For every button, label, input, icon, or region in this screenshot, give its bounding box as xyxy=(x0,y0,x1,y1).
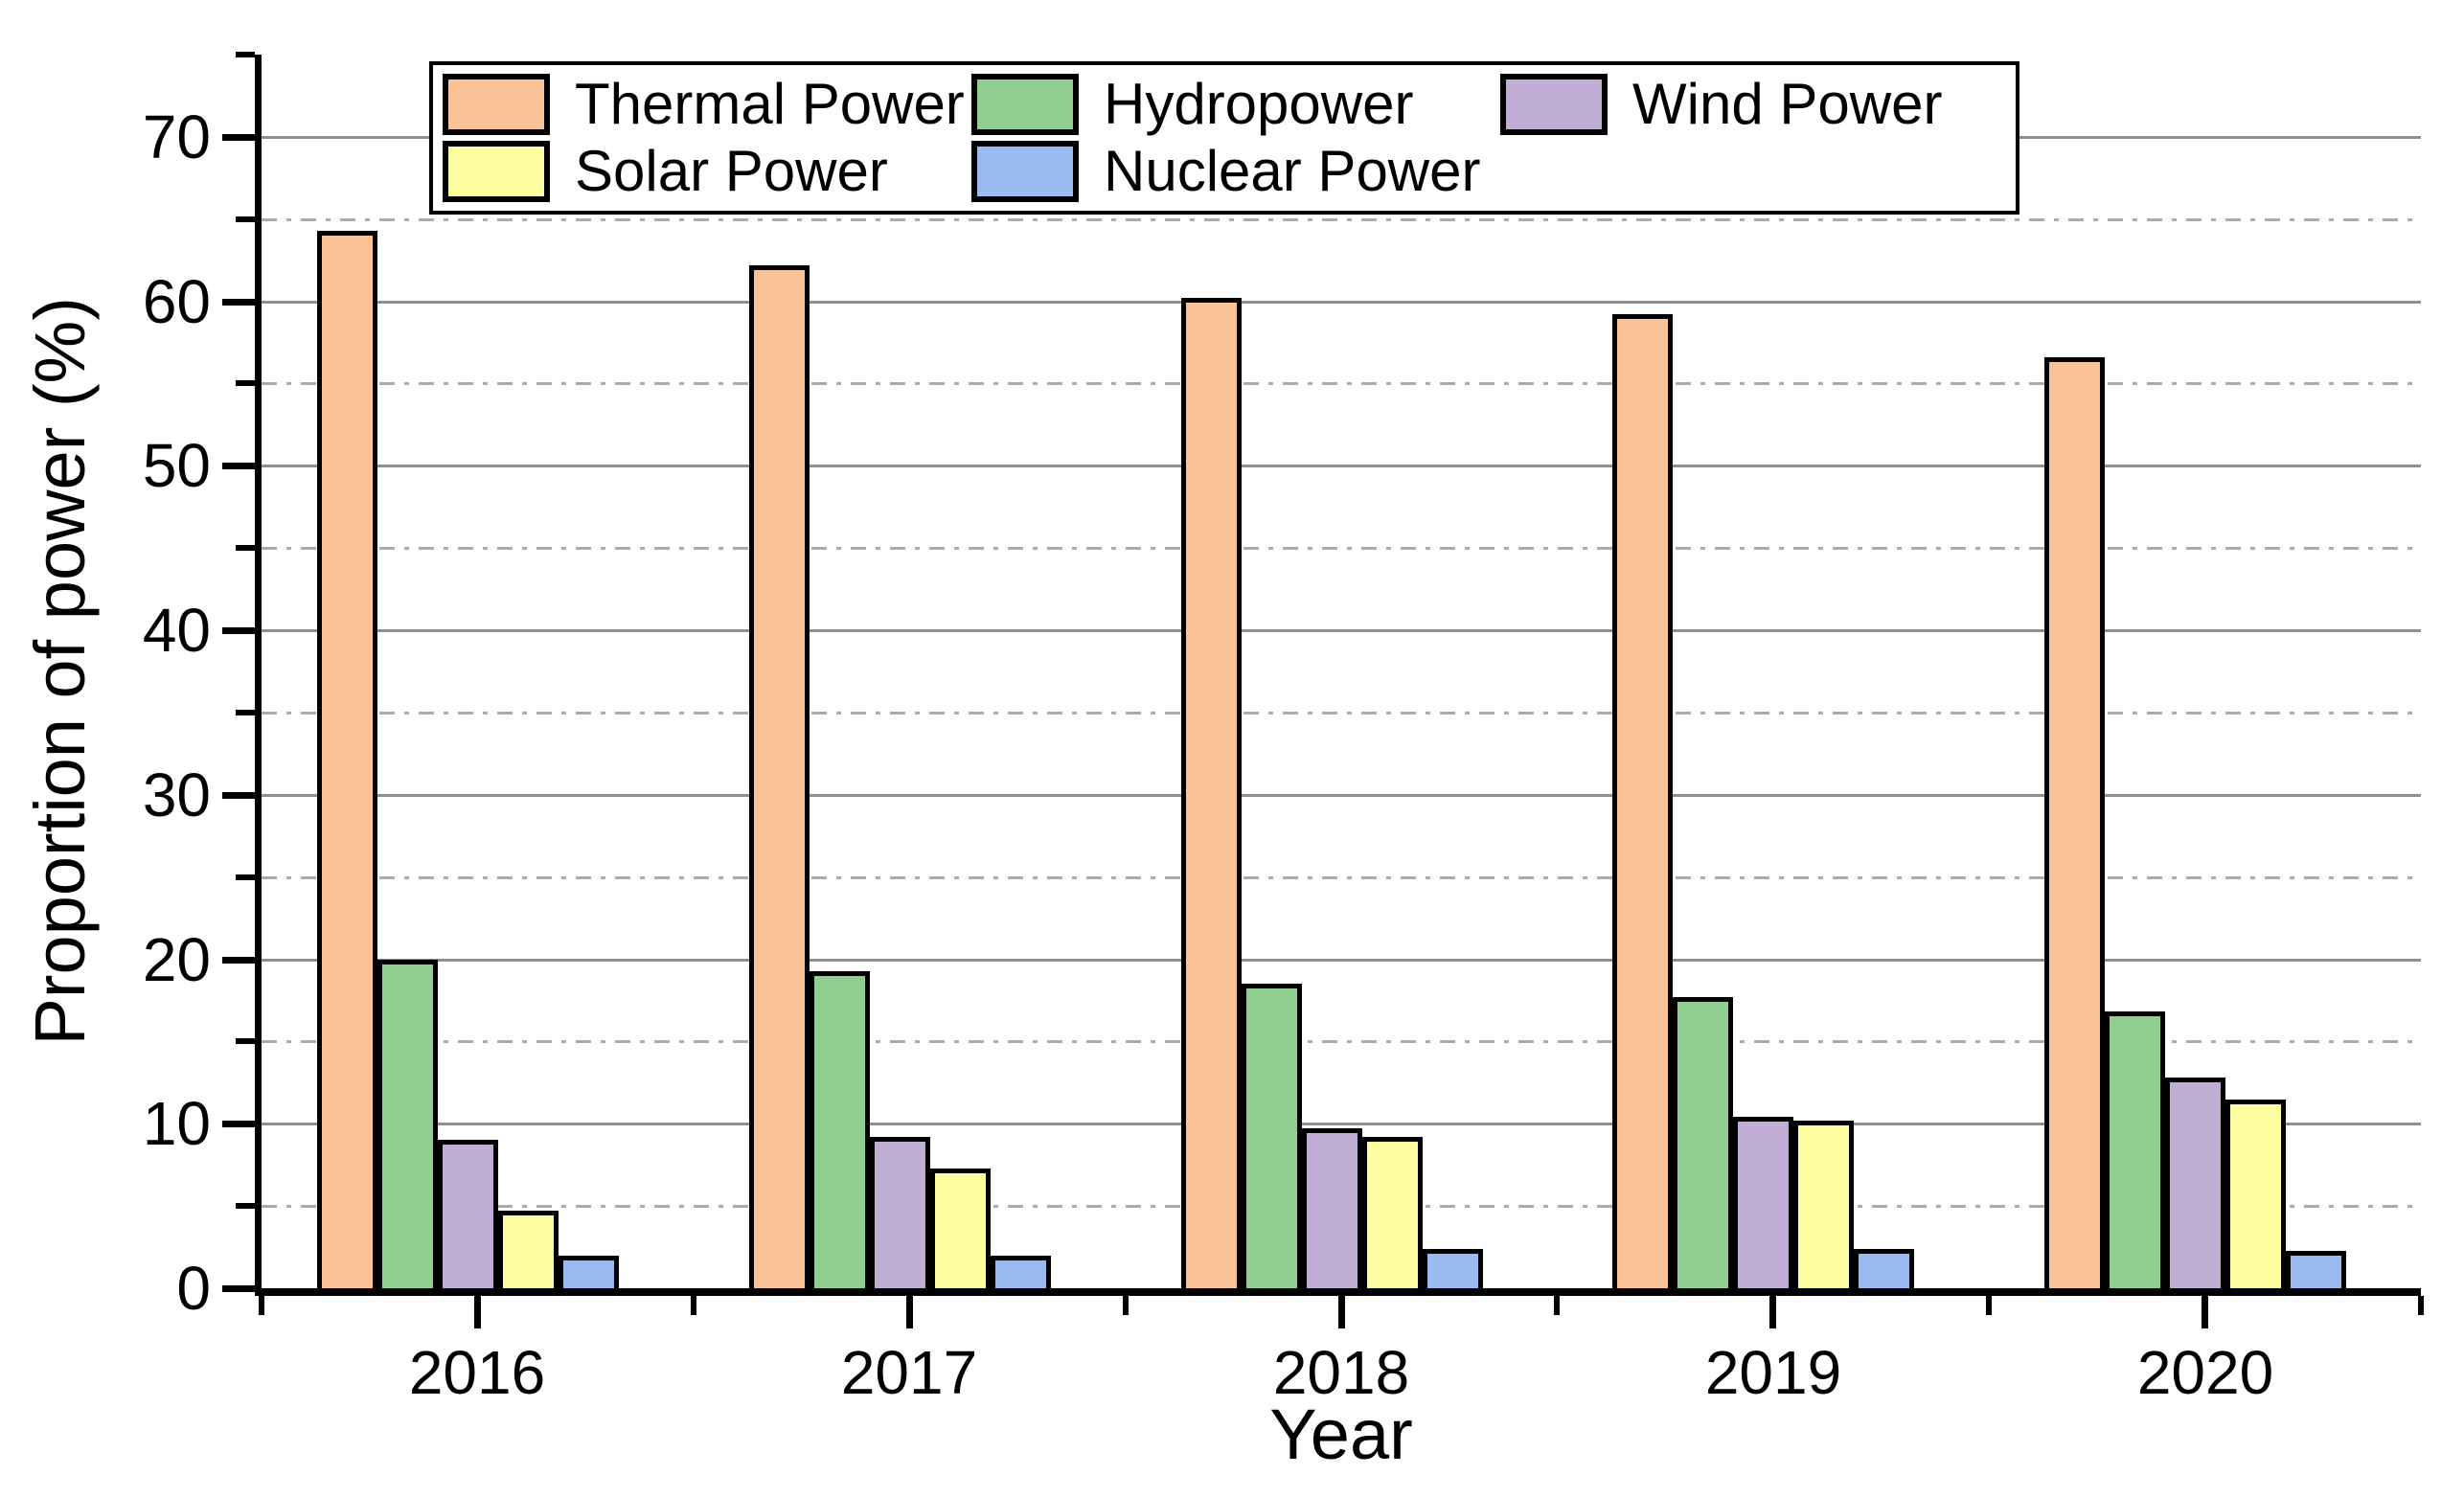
y-gridline-minor xyxy=(262,712,2421,715)
bar xyxy=(2225,1100,2286,1288)
y-tick-major xyxy=(222,463,255,469)
legend-label: Solar Power xyxy=(575,139,888,203)
y-tick-major xyxy=(222,1285,255,1292)
bar xyxy=(2105,1011,2165,1288)
bar xyxy=(438,1140,498,1288)
x-tick-major xyxy=(2202,1296,2208,1328)
legend-label: Thermal Power xyxy=(575,72,965,136)
legend-item: Nuclear Power xyxy=(971,138,1500,205)
y-tick-label: 50 xyxy=(142,431,211,500)
x-tick-label: 2019 xyxy=(1704,1338,1842,1407)
bar xyxy=(1673,997,1733,1288)
x-tick-minor xyxy=(1554,1296,1560,1315)
x-tick-major xyxy=(1769,1296,1776,1328)
x-tick-label: 2017 xyxy=(840,1338,978,1407)
x-tick-minor xyxy=(2418,1296,2424,1315)
bar xyxy=(870,1137,930,1288)
legend-swatch-icon xyxy=(971,141,1079,202)
x-axis-title: Year xyxy=(1269,1395,1413,1474)
bar xyxy=(1362,1137,1423,1288)
x-tick-label: 2020 xyxy=(2136,1338,2274,1407)
x-tick-label: 2018 xyxy=(1272,1338,1410,1407)
y-tick-label: 60 xyxy=(142,267,211,336)
x-tick-major xyxy=(906,1296,913,1328)
y-tick-minor xyxy=(236,1203,255,1209)
legend-item: Thermal Power xyxy=(443,71,971,138)
x-tick-label: 2016 xyxy=(408,1338,546,1407)
bar xyxy=(1302,1128,1362,1288)
y-tick-minor xyxy=(236,380,255,386)
bar xyxy=(1793,1121,1854,1288)
x-tick-minor xyxy=(1986,1296,1992,1315)
bar xyxy=(2165,1078,2225,1288)
y-gridline-minor xyxy=(262,218,2421,221)
y-tick-minor xyxy=(236,545,255,551)
y-tick-label: 0 xyxy=(176,1254,211,1323)
y-tick-major xyxy=(222,627,255,634)
bar xyxy=(317,231,377,1288)
bar xyxy=(559,1256,619,1288)
bar xyxy=(498,1211,559,1288)
bar xyxy=(1423,1249,1483,1288)
y-gridline-major xyxy=(262,1123,2421,1125)
x-tick-minor xyxy=(259,1296,264,1315)
bar xyxy=(749,265,810,1288)
legend-item: Wind Power xyxy=(1500,71,2006,138)
legend-swatch-icon xyxy=(1500,74,1608,135)
legend: Thermal Power Hydropower Wind Power Solar P… xyxy=(429,61,2019,215)
x-tick-minor xyxy=(691,1296,696,1315)
y-gridline-major xyxy=(262,629,2421,632)
legend-label: Wind Power xyxy=(1632,72,1943,136)
bar xyxy=(377,960,438,1288)
y-tick-major xyxy=(222,134,255,141)
bar xyxy=(810,971,870,1288)
y-tick-minor xyxy=(236,710,255,715)
y-gridline-minor xyxy=(262,382,2421,385)
bar xyxy=(991,1256,1051,1288)
x-tick-major xyxy=(1338,1296,1345,1328)
legend-label: Hydropower xyxy=(1104,72,1414,136)
y-gridline-minor xyxy=(262,547,2421,550)
y-tick-major xyxy=(222,957,255,964)
x-tick-major xyxy=(474,1296,481,1328)
y-tick-major xyxy=(222,299,255,306)
y-gridline-major xyxy=(262,465,2421,467)
legend-label: Nuclear Power xyxy=(1104,139,1481,203)
bar xyxy=(2286,1251,2346,1288)
y-gridline-major xyxy=(262,301,2421,304)
bar xyxy=(1181,298,1242,1288)
y-tick-major xyxy=(222,1121,255,1127)
legend-item: Solar Power xyxy=(443,138,971,205)
bar xyxy=(1854,1249,1914,1288)
y-tick-label: 40 xyxy=(142,596,211,665)
legend-swatch-icon xyxy=(443,141,550,202)
y-gridline-minor xyxy=(262,1040,2421,1043)
y-gridline-minor xyxy=(262,876,2421,879)
y-tick-minor xyxy=(236,1038,255,1044)
bar xyxy=(930,1169,991,1288)
y-tick-label: 30 xyxy=(142,760,211,829)
y-tick-minor xyxy=(236,52,255,57)
bar xyxy=(1612,314,1673,1288)
y-axis-line xyxy=(255,55,262,1296)
y-gridline-major xyxy=(262,794,2421,797)
bar xyxy=(2044,357,2105,1288)
bar xyxy=(1733,1117,1793,1288)
bar xyxy=(1242,984,1302,1288)
y-tick-label: 20 xyxy=(142,925,211,994)
legend-swatch-icon xyxy=(971,74,1079,135)
x-axis-line xyxy=(255,1288,2421,1296)
y-tick-major xyxy=(222,792,255,799)
legend-swatch-icon xyxy=(443,74,550,135)
y-tick-minor xyxy=(236,216,255,222)
y-tick-label: 10 xyxy=(142,1089,211,1158)
y-gridline-major xyxy=(262,959,2421,962)
legend-item: Hydropower xyxy=(971,71,1500,138)
y-tick-label: 70 xyxy=(142,102,211,171)
y-tick-minor xyxy=(236,874,255,880)
x-tick-minor xyxy=(1123,1296,1129,1315)
